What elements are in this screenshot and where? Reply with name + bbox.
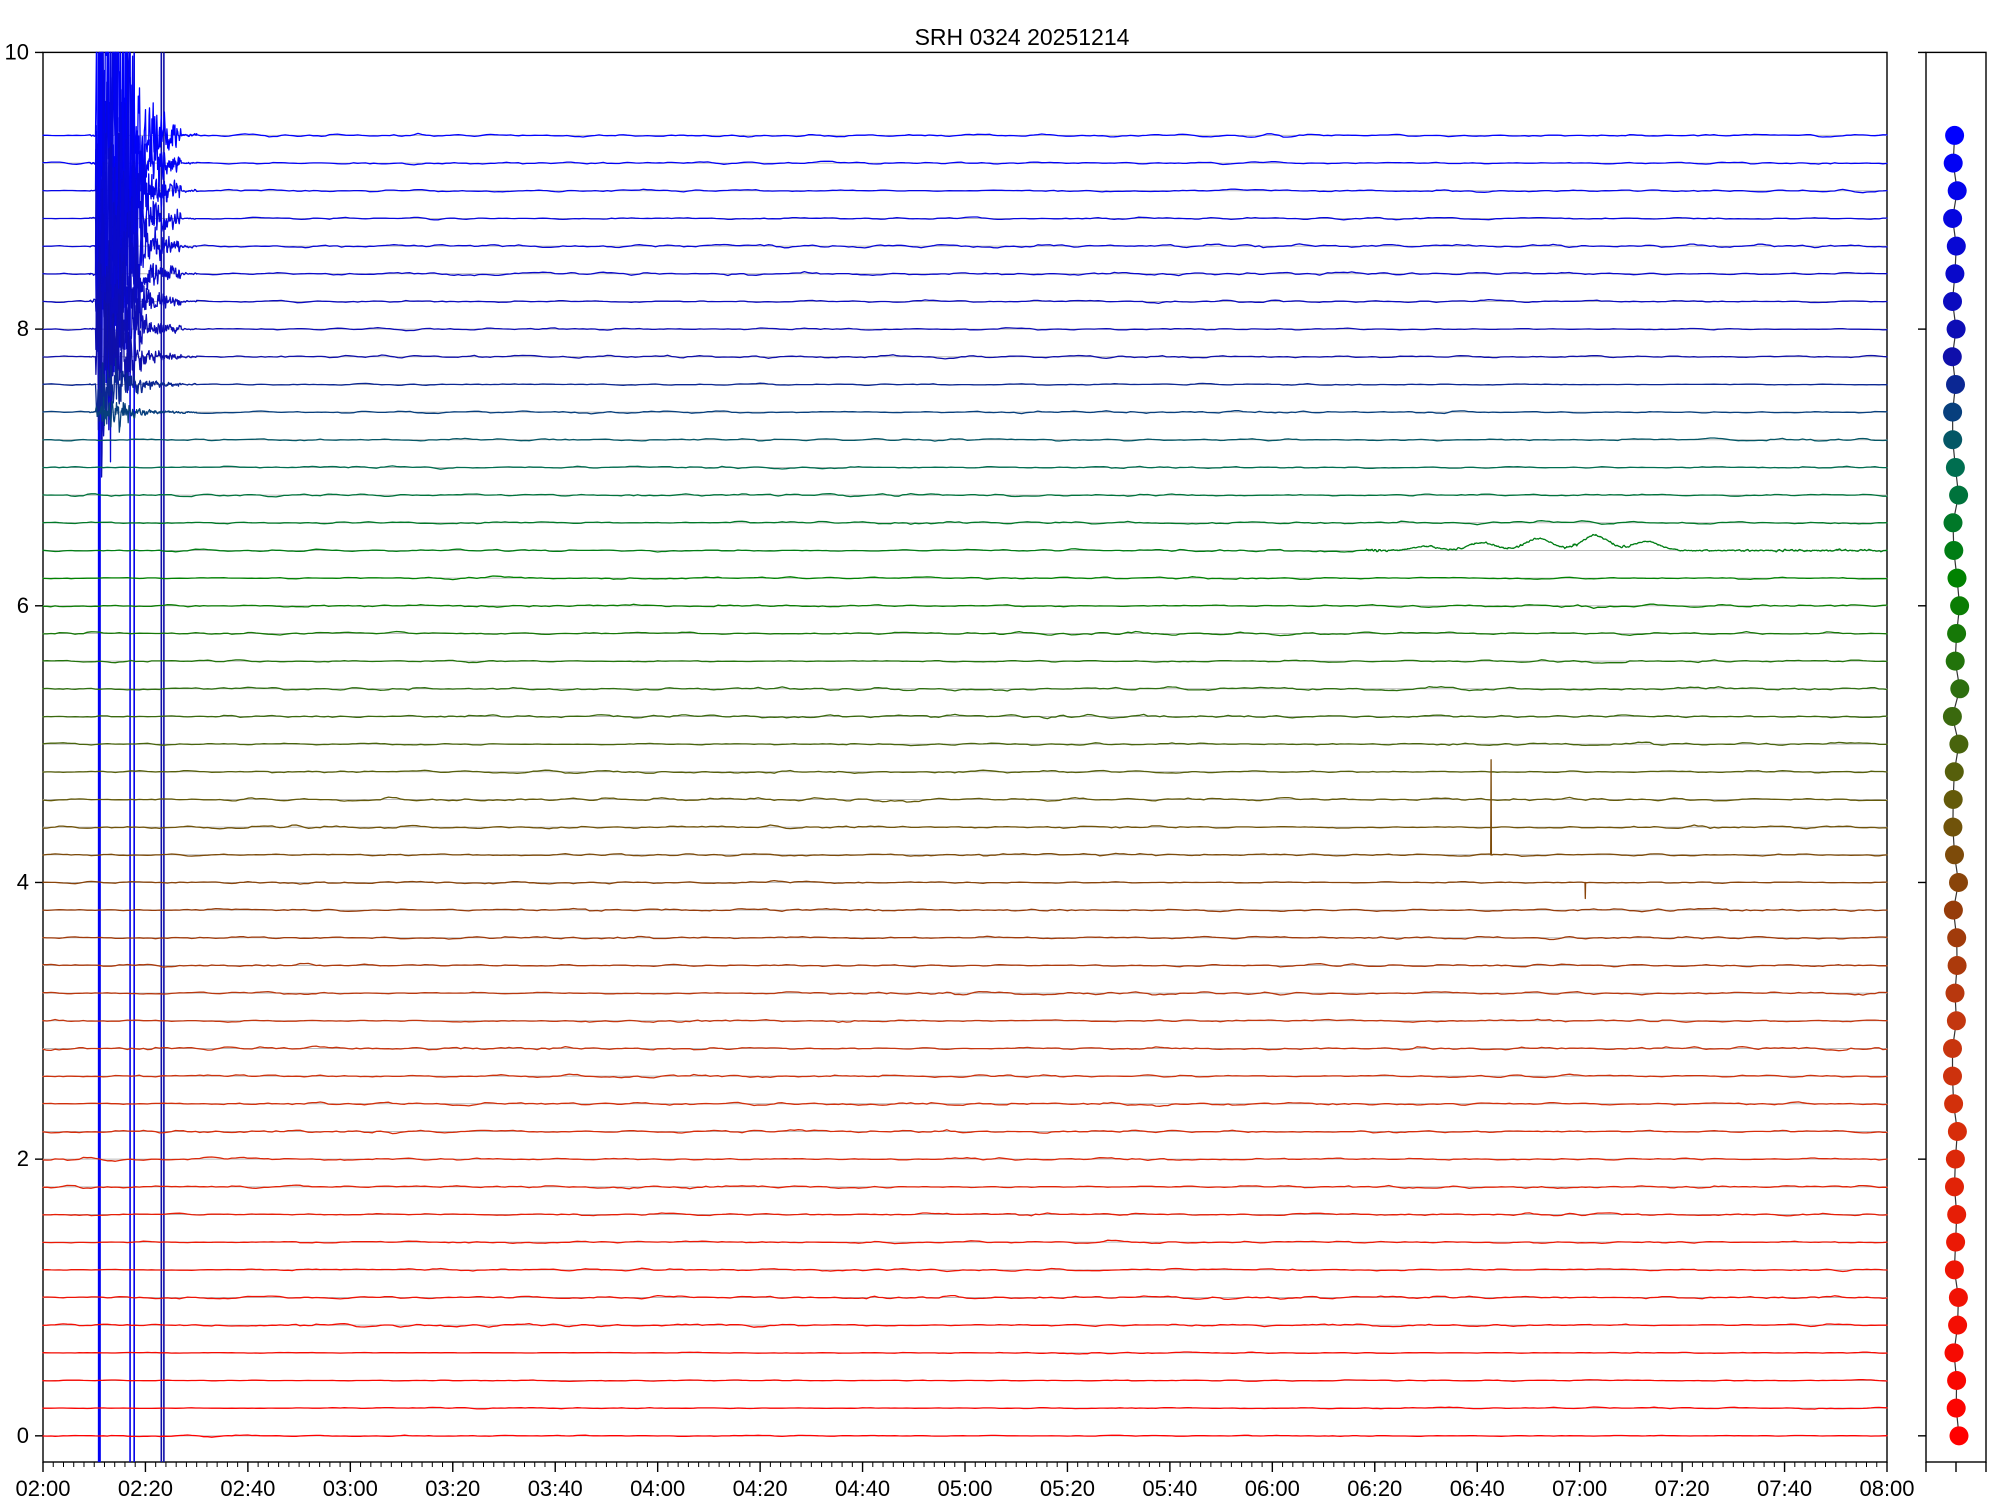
svg-text:07:20: 07:20 (1655, 1476, 1710, 1500)
svg-text:0: 0 (17, 1423, 29, 1448)
svg-text:02:20: 02:20 (118, 1476, 173, 1500)
svg-text:03:40: 03:40 (528, 1476, 583, 1500)
svg-text:07:40: 07:40 (1757, 1476, 1812, 1500)
svg-text:04:00: 04:00 (630, 1476, 685, 1500)
svg-text:04:40: 04:40 (835, 1476, 890, 1500)
svg-text:SRH 0324 20251214: SRH 0324 20251214 (915, 24, 1130, 50)
svg-text:8: 8 (17, 316, 29, 341)
svg-text:02:40: 02:40 (220, 1476, 275, 1500)
svg-text:4: 4 (17, 869, 29, 894)
svg-text:2: 2 (17, 1146, 29, 1171)
svg-text:06:20: 06:20 (1347, 1476, 1402, 1500)
svg-text:08:00: 08:00 (1859, 1476, 1914, 1500)
svg-text:05:40: 05:40 (1142, 1476, 1197, 1500)
svg-text:06:40: 06:40 (1450, 1476, 1505, 1500)
svg-text:03:00: 03:00 (323, 1476, 378, 1500)
svg-text:05:20: 05:20 (1040, 1476, 1095, 1500)
svg-text:05:00: 05:00 (937, 1476, 992, 1500)
svg-text:02:00: 02:00 (15, 1476, 70, 1500)
svg-text:04:20: 04:20 (733, 1476, 788, 1500)
svg-text:03:20: 03:20 (425, 1476, 480, 1500)
svg-text:6: 6 (17, 593, 29, 618)
svg-text:07:00: 07:00 (1552, 1476, 1607, 1500)
svg-text:10: 10 (5, 39, 29, 64)
svg-text:06:00: 06:00 (1245, 1476, 1300, 1500)
